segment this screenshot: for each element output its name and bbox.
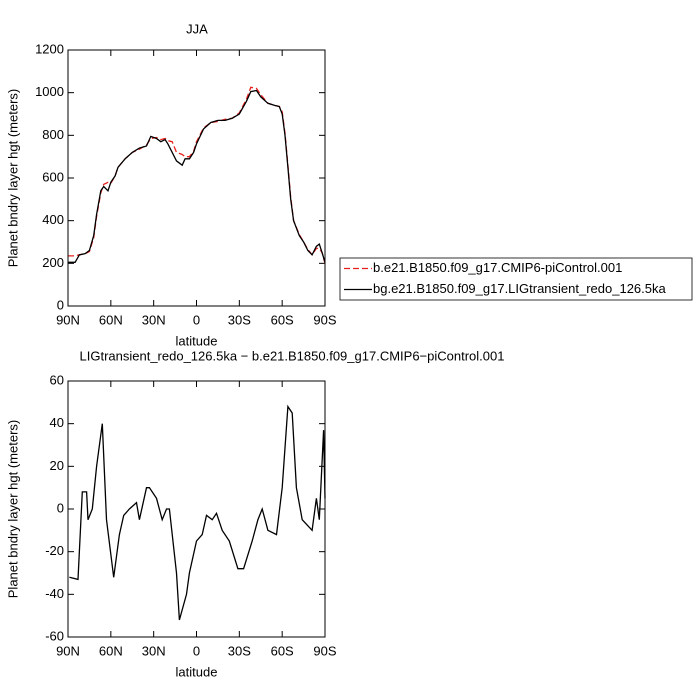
x-tick-label: 90S (313, 312, 336, 327)
y-tick-label: -20 (45, 543, 64, 558)
x-tick-label: 0 (193, 312, 200, 327)
y-tick-label: 20 (50, 458, 64, 473)
x-tick-label: 90N (56, 312, 80, 327)
x-tick-label: 30N (142, 312, 166, 327)
y-tick-label: 0 (57, 297, 64, 312)
x-tick-label: 60N (99, 643, 123, 658)
x-tick-label: 60N (99, 312, 123, 327)
data-line (68, 86, 326, 264)
y-tick-label: 200 (42, 255, 64, 270)
y-tick-label: -60 (45, 628, 64, 643)
y-tick-label: 400 (42, 212, 64, 227)
y-tick-label: 1200 (35, 41, 64, 56)
x-tick-label: 30S (228, 312, 251, 327)
chart-title: LIGtransient_redo_126.5ka − b.e21.B1850.… (80, 348, 505, 363)
x-tick-label: 60S (271, 643, 294, 658)
legend-label: b.e21.B1850.f09_g17.CMIP6-piControl.001 (373, 260, 622, 275)
y-tick-label: 600 (42, 169, 64, 184)
y-tick-label: -40 (45, 586, 64, 601)
y-tick-label: 1000 (35, 84, 64, 99)
x-tick-label: 30N (142, 643, 166, 658)
x-tick-label: 90N (56, 643, 80, 658)
y-axis-label: Planet bndry layer hgt (meters) (5, 89, 20, 267)
x-tick-label: 0 (193, 643, 200, 658)
x-axis-label: latitude (176, 664, 218, 679)
chart-title: JJA (186, 21, 208, 36)
y-tick-label: 800 (42, 127, 64, 142)
y-tick-label: 0 (57, 500, 64, 515)
x-tick-label: 30S (228, 643, 251, 658)
x-tick-label: 90S (313, 643, 336, 658)
y-axis-label: Planet bndry layer hgt (meters) (5, 420, 20, 598)
y-tick-label: 40 (50, 415, 64, 430)
legend-box (339, 257, 693, 301)
y-tick-label: 60 (50, 372, 64, 387)
x-axis-label: latitude (176, 333, 218, 348)
x-tick-label: 60S (271, 312, 294, 327)
plot-frame (67, 380, 326, 638)
data-line (68, 89, 326, 263)
legend-label: bg.e21.B1850.f09_g17.LIGtransient_redo_1… (373, 281, 667, 296)
plot-frame (67, 49, 326, 307)
data-line (69, 404, 326, 621)
